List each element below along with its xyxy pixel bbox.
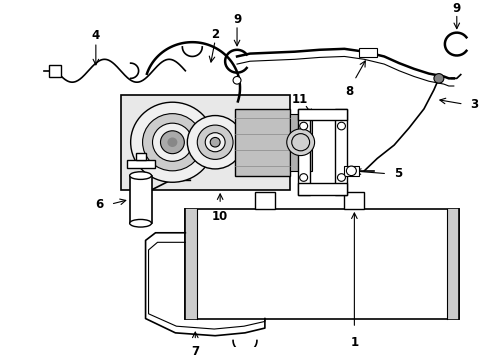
Text: 9: 9 [232, 13, 241, 26]
Circle shape [433, 73, 443, 83]
Circle shape [210, 138, 220, 147]
Circle shape [286, 129, 314, 156]
Bar [289, 114, 311, 171]
Circle shape [167, 138, 177, 147]
Circle shape [291, 134, 309, 151]
Bar [335, 109, 346, 195]
Circle shape [160, 131, 184, 154]
Circle shape [233, 76, 241, 84]
Bar [344, 192, 364, 209]
Bar [446, 209, 458, 319]
Circle shape [299, 122, 307, 130]
Circle shape [187, 116, 243, 169]
Circle shape [346, 166, 356, 176]
Bar [126, 160, 154, 168]
Text: 6: 6 [95, 198, 103, 211]
Bar [297, 109, 309, 195]
Text: 7: 7 [191, 345, 199, 358]
Text: 5: 5 [393, 167, 402, 180]
Circle shape [152, 123, 192, 161]
Circle shape [197, 125, 233, 159]
Bar [235, 109, 289, 176]
Ellipse shape [129, 172, 151, 179]
Circle shape [130, 102, 214, 182]
Text: 4: 4 [92, 29, 100, 42]
Text: 3: 3 [469, 98, 477, 111]
Circle shape [337, 122, 345, 130]
Bar [49, 65, 61, 77]
Text: 10: 10 [212, 210, 228, 223]
Circle shape [205, 133, 224, 152]
Bar [129, 176, 151, 223]
Bar [135, 153, 145, 160]
Bar [254, 192, 274, 209]
Text: 8: 8 [345, 85, 353, 98]
Text: 2: 2 [211, 28, 219, 41]
Bar [344, 166, 359, 176]
Bar [297, 109, 346, 120]
Bar [359, 48, 376, 57]
Bar [185, 209, 458, 319]
Circle shape [299, 174, 307, 181]
Circle shape [337, 174, 345, 181]
Circle shape [142, 114, 202, 171]
Bar [121, 95, 289, 190]
Ellipse shape [129, 220, 151, 227]
Text: 1: 1 [349, 336, 358, 349]
Text: 11: 11 [291, 93, 307, 106]
Bar [297, 183, 346, 195]
Bar [185, 209, 197, 319]
Text: 9: 9 [452, 2, 460, 15]
